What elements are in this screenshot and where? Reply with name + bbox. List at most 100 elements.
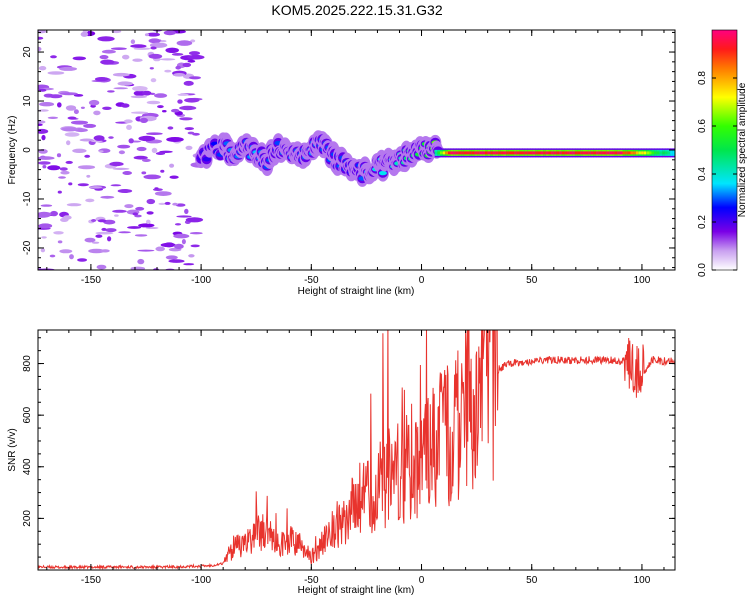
noise-speckle xyxy=(111,47,127,50)
noise-speckle xyxy=(80,106,85,110)
noise-speckle xyxy=(107,90,115,93)
noise-speckle xyxy=(189,76,201,80)
noise-speckle xyxy=(97,219,107,223)
noise-speckle xyxy=(100,195,115,199)
tone-core xyxy=(664,151,669,155)
noise-speckle xyxy=(162,110,167,113)
noise-speckle xyxy=(127,226,142,229)
tone-core xyxy=(651,151,655,155)
y-tick-label: 200 xyxy=(22,510,33,527)
noise-speckle xyxy=(138,223,155,228)
snr-axes: -150 -100 -50 0 50 100 200 400 600 800 xyxy=(22,330,675,586)
noise-speckle xyxy=(49,254,56,258)
tone-core xyxy=(559,151,563,155)
x-tick-label: -50 xyxy=(304,575,319,586)
noise-speckle xyxy=(100,249,110,253)
tone-core xyxy=(577,151,581,155)
noise-speckle xyxy=(179,117,193,121)
noise-speckle xyxy=(77,258,88,262)
noise-speckle xyxy=(117,189,133,193)
noise-speckle xyxy=(154,191,172,197)
noise-speckle xyxy=(38,66,47,71)
noise-speckle xyxy=(172,202,179,206)
noise-speckle xyxy=(47,165,61,171)
snr-ylabel: SNR (v/v) xyxy=(7,428,18,471)
ridge-core xyxy=(378,170,387,176)
noise-speckle xyxy=(163,30,176,36)
noise-speckle xyxy=(182,62,192,68)
noise-speckle xyxy=(118,150,125,155)
noise-speckle xyxy=(96,264,107,270)
noise-speckle xyxy=(160,40,167,43)
noise-speckle xyxy=(62,215,72,220)
noise-speckle xyxy=(151,147,158,154)
y-tick-label: -20 xyxy=(22,240,33,255)
tone-core xyxy=(477,151,481,155)
noise-speckle xyxy=(66,140,71,146)
noise-speckle xyxy=(154,93,168,98)
tone-core xyxy=(458,151,462,155)
noise-speckle xyxy=(154,187,159,190)
tone-core xyxy=(609,151,613,155)
noise-speckle xyxy=(177,99,183,104)
noise-speckle xyxy=(57,240,63,244)
x-tick-label: 0 xyxy=(419,575,425,586)
y-tick-label: 400 xyxy=(22,458,33,475)
x-tick-label: 100 xyxy=(634,275,651,286)
tone-core xyxy=(450,151,454,155)
tone-core xyxy=(646,151,650,155)
noise-speckle xyxy=(97,36,115,42)
noise-speckle xyxy=(84,154,91,158)
noise-speckle xyxy=(146,211,154,215)
tone-core xyxy=(511,151,515,155)
tone-core xyxy=(545,151,549,155)
noise-speckle xyxy=(189,232,203,235)
noise-speckle xyxy=(101,227,107,231)
noise-speckle xyxy=(121,103,130,108)
noise-speckle xyxy=(38,156,55,160)
tone-core xyxy=(604,151,608,155)
tone-core xyxy=(474,151,478,155)
noise-speckle xyxy=(38,161,51,165)
noise-speckle xyxy=(148,38,161,44)
noise-speckle xyxy=(171,53,184,56)
tone-core xyxy=(656,151,661,155)
y-tick-label: 20 xyxy=(22,46,33,58)
noise-speckle xyxy=(130,95,148,99)
noise-speckle xyxy=(139,117,148,123)
tone-core xyxy=(463,151,467,155)
noise-speckle xyxy=(135,206,145,211)
noise-speckle xyxy=(73,109,79,115)
noise-speckle xyxy=(109,161,124,167)
tone-core xyxy=(471,151,475,155)
noise-speckle xyxy=(39,102,55,107)
tone-core xyxy=(638,151,642,155)
tone-core xyxy=(569,151,573,155)
noise-speckle xyxy=(146,32,160,37)
noise-speckle xyxy=(38,223,53,229)
noise-speckle xyxy=(113,87,128,90)
noise-speckle xyxy=(38,46,42,52)
noise-speckle xyxy=(148,53,163,59)
noise-speckle xyxy=(57,102,62,108)
noise-speckle xyxy=(138,135,156,142)
noise-speckle xyxy=(187,131,195,135)
tone-core xyxy=(466,151,470,155)
noise-speckle xyxy=(183,263,195,266)
tone-core xyxy=(662,151,666,155)
noise-speckle xyxy=(185,145,193,150)
noise-speckle xyxy=(68,182,73,186)
tone-core xyxy=(495,151,499,155)
noise-speckle xyxy=(70,120,89,125)
noise-speckle xyxy=(101,49,116,54)
tone-core xyxy=(448,151,452,155)
noise-speckle xyxy=(132,58,143,62)
tone-core xyxy=(469,151,473,155)
snr-frame xyxy=(37,329,676,571)
noise-speckle xyxy=(173,73,186,77)
colorbar-tick-label: 0.6 xyxy=(697,119,708,133)
noise-speckle xyxy=(56,153,62,158)
tone-core xyxy=(641,151,645,155)
tone-core xyxy=(635,151,639,155)
